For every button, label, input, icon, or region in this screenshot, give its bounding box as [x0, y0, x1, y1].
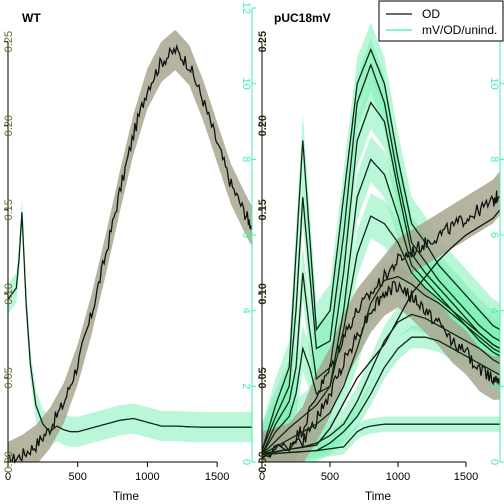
panel-wt-y2-tick-label-5: 10	[240, 78, 252, 90]
panel-wt-y-tick-label-4: 0.20	[3, 115, 15, 136]
legend-od-label: OD	[422, 7, 440, 21]
panel-puc18mv-line-7	[261, 158, 501, 455]
panel-puc18mv-y2-tick-label-4: 8	[488, 156, 500, 162]
panel-wt-y2-tick-label-3: 6	[240, 232, 252, 238]
panel-wt-y-tick-label-1: 0.05	[3, 367, 15, 388]
panel-puc18mv-line-4	[261, 47, 501, 451]
panel-puc18mv-line-6	[261, 101, 501, 455]
panel-puc18mv-x-tick-label-3: 1500	[454, 471, 478, 483]
panel-wt-ticks: 0 500 1000 1500 0.00 0.05 0.10 0.15 0.20 0.25 0 2 4 6…	[3, 2, 256, 483]
panel-wt-lines	[7, 43, 253, 464]
panel-wt-band-2	[8, 197, 252, 447]
panel-wt-y2-tick-label-4: 8	[240, 156, 252, 162]
panel-wt-line-2	[7, 212, 252, 433]
panel-puc18mv-line-5	[261, 62, 501, 451]
panel-puc18mv-line-10	[261, 313, 501, 456]
panel-puc18mv-y2-tick-label-3: 6	[488, 232, 500, 238]
panel-wt-title: WT	[22, 11, 41, 25]
panel-puc18mv-line-11	[261, 336, 501, 456]
panel-wt-y-tick-label-3: 0.15	[3, 199, 15, 220]
panel-puc18mv-line-3	[261, 209, 501, 455]
panel-wt-y2-tick-label-6: 12	[240, 2, 252, 14]
panel-wt-x-tick-label-3: 1500	[205, 471, 229, 483]
panel-puc18mv-y2-tick-label-5: 10	[488, 78, 500, 90]
legend-mv-label: mV/OD/unind.	[422, 23, 497, 37]
panel-puc18mv: 0 500 1000 1500 0.00 0.05 0.10 0.15 0.20 0.25 0 2 4 6…	[257, 0, 504, 503]
panel-wt-line-1	[7, 43, 253, 464]
panel-wt: 0 500 1000 1500 0.00 0.05 0.10 0.15 0.20 0.25 0 2 4 6…	[3, 2, 256, 503]
panel-puc18mv-line-2	[261, 280, 501, 459]
panel-puc18mv-x-tick-label-2: 1000	[386, 471, 410, 483]
legend: OD mV/OD/unind.	[378, 0, 504, 42]
panel-puc18mv-band-12	[262, 416, 500, 462]
panel-puc18mv-line-1	[261, 190, 501, 458]
panel-wt-y-tick-label-2: 0.10	[3, 283, 15, 304]
panel-wt-y2-tick-label-1: 2	[240, 383, 252, 389]
panel-puc18mv-x-tick-label-1: 500	[321, 471, 339, 483]
panel-puc18mv-y2-tick-label-2: 4	[488, 308, 500, 314]
panel-puc18mv-y2-tick-label-1: 2	[488, 383, 500, 389]
panel-puc18mv-x-axis-title: Time	[365, 489, 392, 503]
panel-wt-x-tick-label-0: 0	[5, 471, 11, 483]
panel-wt-y-tick-label-0: 0.00	[3, 451, 15, 472]
panel-puc18mv-y-tick-label-5: 0.25	[257, 31, 269, 52]
panel-puc18mv-lines	[261, 47, 501, 459]
panel-wt-y2-tick-label-0: 0	[240, 459, 252, 465]
panel-wt-x-axis-title: Time	[113, 489, 140, 503]
panel-puc18mv-line-8	[261, 215, 501, 455]
panel-wt-y-tick-label-5: 0.25	[3, 31, 15, 52]
panel-wt-bands	[8, 29, 252, 463]
legend-box	[378, 0, 504, 42]
panel-puc18mv-y-tick-label-4: 0.20	[257, 115, 269, 136]
panel-puc18mv-y2-tick-label-0: 0	[488, 459, 500, 465]
panel-puc18mv-line-9	[261, 275, 501, 455]
panel-puc18mv-title: pUC18mV	[274, 11, 331, 25]
panel-puc18mv-y-tick-label-0: 0.00	[257, 451, 269, 472]
panel-puc18mv-line-12	[261, 423, 500, 456]
panel-puc18mv-y-tick-label-3: 0.15	[257, 199, 269, 220]
panel-wt-x-tick-label-2: 1000	[135, 471, 159, 483]
panel-puc18mv-y-tick-label-2: 0.10	[257, 283, 269, 304]
panel-puc18mv-y-tick-label-1: 0.05	[257, 367, 269, 388]
panel-wt-x-tick-label-1: 500	[69, 471, 87, 483]
panel-puc18mv-ticks: 0 500 1000 1500 0.00 0.05 0.10 0.15 0.20 0.25 0 2 4 6…	[257, 2, 504, 483]
panel-puc18mv-x-tick-label-0: 0	[259, 471, 265, 483]
panel-wt-y2-tick-label-2: 4	[240, 308, 252, 314]
